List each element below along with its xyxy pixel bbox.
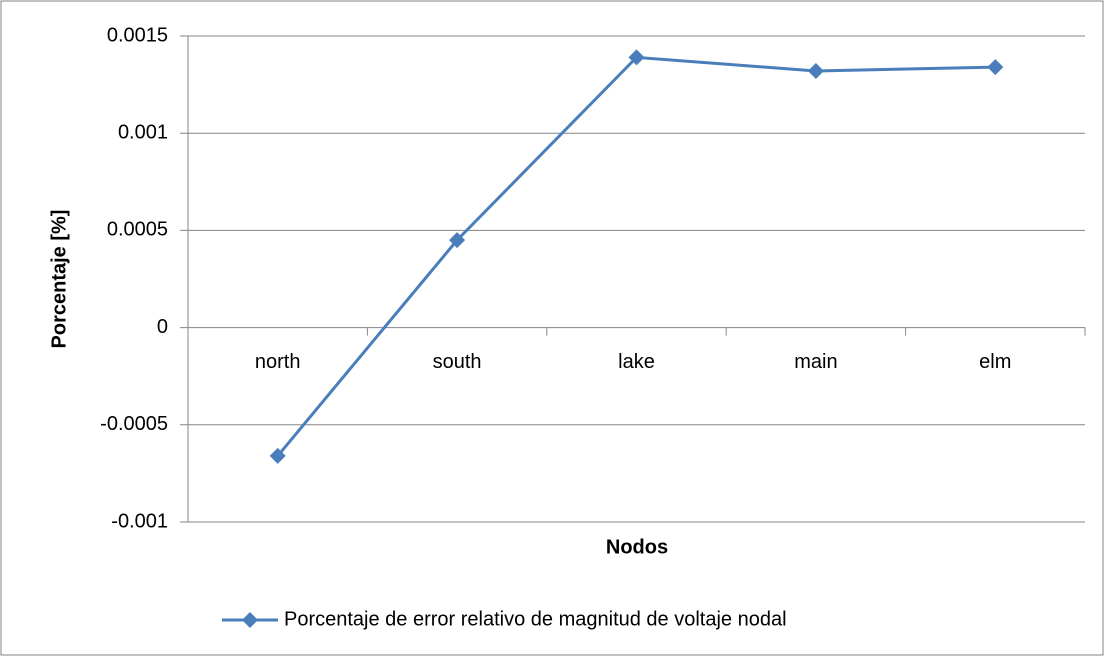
x-axis-label: Nodos bbox=[606, 536, 668, 558]
point bbox=[807, 62, 824, 79]
point bbox=[269, 447, 286, 464]
point bbox=[628, 49, 645, 66]
y-axis-label: Porcentaje [%] bbox=[48, 210, 70, 349]
y-tick-label: 0.0005 bbox=[107, 219, 168, 241]
x-tick-label: north bbox=[255, 351, 301, 373]
y-tick-label: -0.0005 bbox=[100, 413, 168, 435]
legend-label: Porcentaje de error relativo de magnitud… bbox=[284, 608, 787, 630]
y-tick-label: 0 bbox=[157, 316, 168, 338]
point bbox=[449, 232, 466, 249]
x-tick-label: elm bbox=[979, 351, 1011, 373]
y-tick-label: 0.0015 bbox=[107, 24, 168, 46]
x-tick-label: lake bbox=[618, 351, 655, 373]
point bbox=[987, 59, 1004, 76]
y-tick-label: 0.001 bbox=[118, 121, 168, 143]
x-tick-label: south bbox=[433, 351, 482, 373]
x-tick-label: main bbox=[794, 351, 837, 373]
legend-marker bbox=[242, 612, 258, 628]
y-tick-label: -0.001 bbox=[111, 510, 168, 532]
